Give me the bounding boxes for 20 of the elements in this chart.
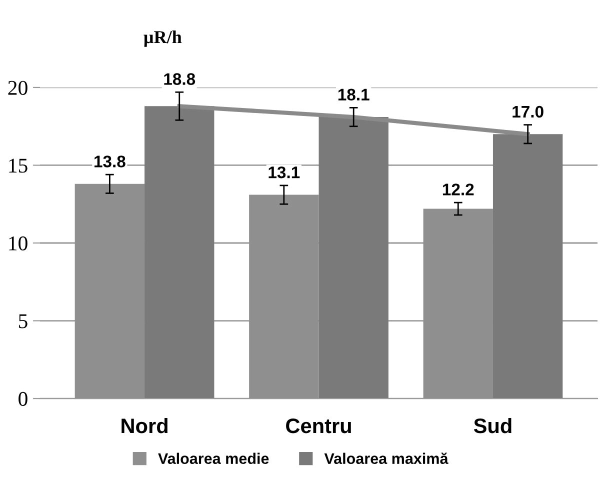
- y-tick-label: 5: [18, 314, 28, 328]
- bar: [144, 106, 214, 399]
- y-tick-label: 15: [9, 158, 28, 173]
- legend-label: Valoarea medie: [158, 452, 269, 464]
- data-label: 18.8: [164, 73, 196, 85]
- chart-title: µR/h: [144, 30, 182, 47]
- bar: [318, 117, 388, 399]
- data-label: 13.1: [268, 166, 300, 178]
- x-tick-label: Nord: [122, 418, 168, 434]
- bar: [492, 134, 563, 399]
- y-tick-label: 20: [8, 80, 28, 95]
- y-tick-label: 0: [18, 392, 28, 406]
- data-label: 17.0: [512, 106, 544, 118]
- x-tick-label: Centru: [286, 418, 351, 434]
- data-label: 13.8: [94, 156, 126, 168]
- data-label: 12.2: [442, 184, 474, 196]
- legend-label: Valoarea maximă: [324, 452, 448, 464]
- x-tick-label: Sud: [474, 418, 512, 434]
- data-label: 18.1: [338, 88, 370, 101]
- y-tick-label: 10: [9, 236, 28, 250]
